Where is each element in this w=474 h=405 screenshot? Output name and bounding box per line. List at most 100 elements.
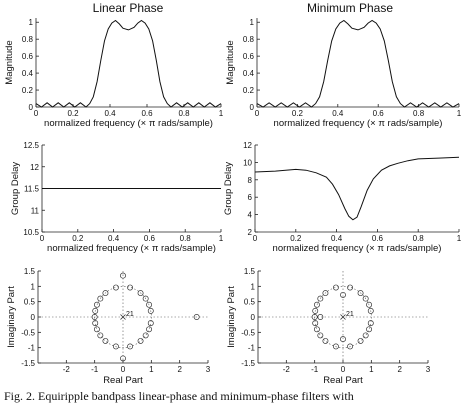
y-tick-label: 6 [248, 193, 253, 202]
zero-marker [347, 343, 354, 350]
zero-marker [312, 320, 319, 327]
y-tick-label: 0.6 [243, 52, 255, 61]
plot-panel-5: -2 -1 0 1 2 3 -1.5 -1 -0.5 0 0.5 1 1.5 Real Part Imagi… [226, 267, 431, 386]
zero-marker [357, 337, 364, 344]
y-tick-label: 0 [251, 313, 256, 322]
zero-marker [112, 284, 119, 291]
zero-marker [93, 301, 100, 308]
y-axis-label: Imaginary Part [6, 286, 17, 348]
zero-marker [317, 314, 324, 320]
x-tick-label: 0.2 [67, 109, 79, 118]
plot-panel-4: -2 -1 0 1 2 3 -1.5 -1 -0.5 0 0.5 1 1.5 Real Part Imagi… [6, 267, 211, 386]
x-tick-label: 0.2 [72, 234, 84, 243]
zero-marker [193, 314, 200, 320]
x-axis-label: normalized frequency (× π rads/sample) [274, 118, 443, 129]
zero-marker [147, 320, 154, 327]
zero-marker [367, 307, 374, 314]
plot-panel-1: 0 0.2 0.4 0.6 0.8 1 0 0.2 0.4 0.6 0.8 1 normalized f… [225, 18, 462, 129]
zero-marker [313, 326, 320, 333]
zero-marker [97, 295, 104, 302]
zero-marker [92, 320, 99, 327]
y-tick-label: 0 [31, 313, 36, 322]
zero-marker [146, 326, 153, 333]
x-tick-label: 0.2 [290, 234, 302, 243]
zero-marker [312, 307, 319, 314]
plot-panel-2: 0 0.2 0.4 0.6 0.8 1 10.5 11 11.5 12 12.5 normalized… [10, 141, 224, 254]
x-axis-label: normalized frequency (× π rads/sample) [44, 118, 213, 129]
x-axis-label: normalized frequency (× π rads/sample) [47, 243, 216, 254]
zero-marker [311, 314, 318, 320]
x-tick-label: 0.4 [104, 109, 116, 118]
y-tick-label: 0.4 [243, 69, 255, 78]
y-tick-label: 1.5 [244, 267, 256, 276]
y-tick-label: 0.8 [243, 35, 255, 44]
zero-marker [362, 295, 369, 302]
x-tick-label: 0 [341, 365, 346, 374]
x-tick-label: 0.8 [413, 109, 425, 118]
title-linear-phase: Linear Phase [93, 1, 164, 15]
x-tick-label: 0.6 [372, 234, 384, 243]
y-tick-label: 1 [250, 18, 255, 27]
x-tick-label: 0.2 [292, 109, 304, 118]
zero-marker [367, 320, 374, 327]
x-tick-label: 1 [219, 234, 224, 243]
x-tick-label: 2 [177, 365, 182, 374]
zero-marker [357, 290, 364, 297]
x-axis-label: Real Part [323, 375, 363, 386]
figure-caption: Fig. 2. Equiripple bandpass linear-phase… [4, 389, 354, 403]
x-tick-label: 1 [369, 365, 374, 374]
y-axis-label: Magnitude [4, 40, 15, 84]
x-tick-label: 0 [255, 109, 260, 118]
y-tick-label: 4 [248, 211, 253, 220]
zero-marker [120, 355, 126, 362]
y-tick-label: 11 [31, 206, 40, 215]
x-axis-label: normalized frequency (× π rads/sample) [273, 243, 442, 254]
x-axis-label: Real Part [103, 375, 143, 386]
zero-marker [120, 272, 126, 279]
x-tick-label: -2 [63, 365, 71, 374]
plot-panel-0: 0 0.2 0.4 0.6 0.8 1 0 0.2 0.4 0.6 0.8 1 normalized f… [4, 18, 224, 129]
y-tick-label: 0.6 [22, 52, 34, 61]
series-line [35, 19, 222, 108]
zero-marker [142, 295, 149, 302]
y-tick-label: 0 [29, 103, 34, 112]
zero-marker [313, 301, 320, 308]
y-tick-label: -1.5 [241, 359, 255, 368]
zero-marker [347, 284, 354, 291]
pole-count-annotation: 21 [126, 311, 134, 318]
y-tick-label: 12.5 [23, 141, 39, 150]
zero-marker [97, 332, 104, 339]
y-tick-label: 1 [251, 282, 256, 291]
y-tick-label: -1 [28, 344, 36, 353]
y-tick-label: 8 [248, 176, 253, 185]
y-tick-label: 0.8 [22, 35, 34, 44]
zero-marker [340, 336, 346, 343]
x-tick-label: 3 [426, 365, 431, 374]
x-tick-label: 0.4 [332, 109, 344, 118]
y-tick-label: 11.5 [24, 185, 40, 194]
zero-marker [92, 307, 99, 314]
y-tick-label: -1.5 [21, 359, 35, 368]
y-tick-label: 0.5 [24, 298, 36, 307]
zero-marker [142, 332, 149, 339]
y-tick-label: -1 [248, 344, 256, 353]
y-tick-label: 10.5 [23, 228, 39, 237]
y-tick-label: 10 [243, 158, 252, 167]
y-tick-label: 0.2 [243, 86, 255, 95]
x-tick-label: -1 [311, 365, 319, 374]
zero-marker [340, 291, 346, 298]
x-tick-label: 1 [457, 234, 462, 243]
x-tick-label: 0.6 [144, 234, 156, 243]
x-tick-label: 0.4 [108, 234, 120, 243]
zero-marker [146, 301, 153, 308]
x-tick-label: 3 [206, 365, 211, 374]
x-tick-label: 1 [219, 109, 224, 118]
x-tick-label: 0 [121, 365, 126, 374]
y-tick-label: 0 [250, 103, 255, 112]
y-axis-label: Magnitude [225, 40, 236, 84]
x-tick-label: 0.8 [180, 234, 192, 243]
x-tick-label: 1 [149, 365, 154, 374]
x-tick-label: 0 [40, 234, 45, 243]
x-tick-label: 0.8 [178, 109, 190, 118]
